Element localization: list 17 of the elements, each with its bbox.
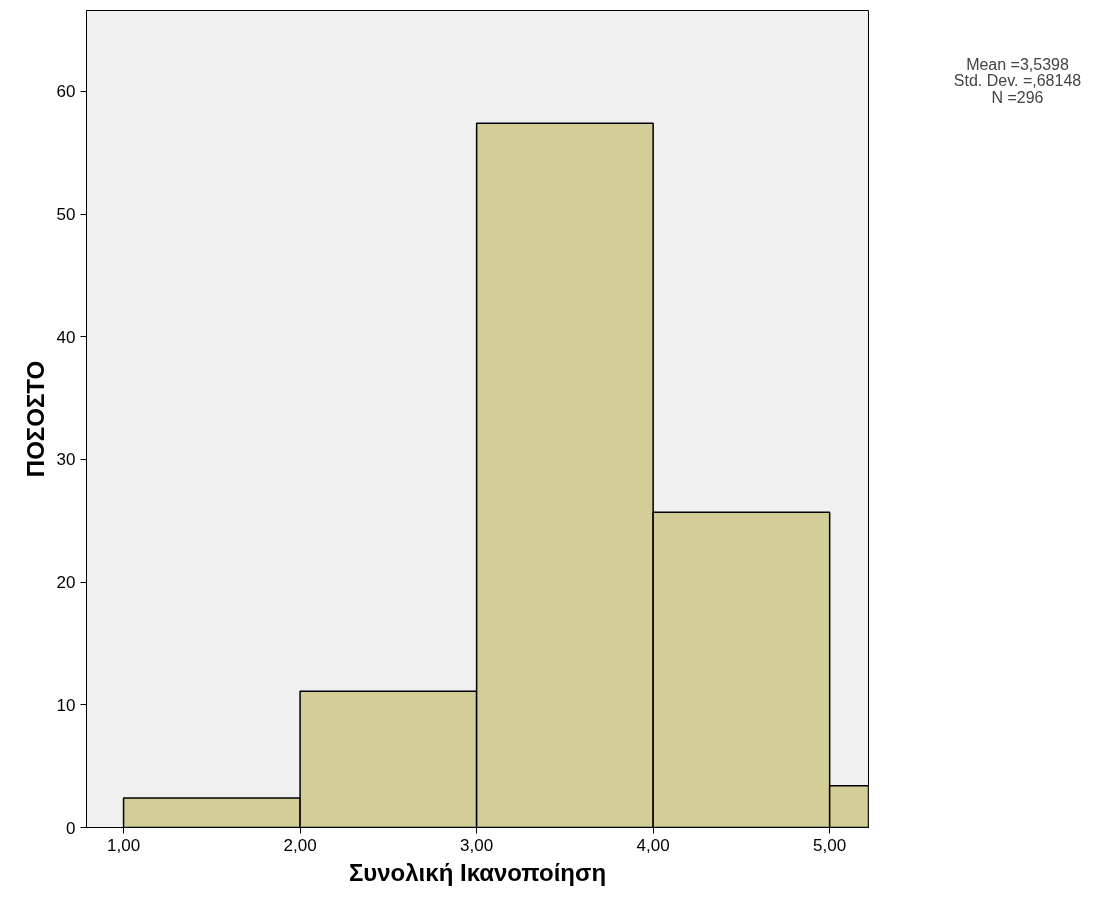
y-tick-label: 20 [56, 573, 76, 593]
text: Std. Dev. =,68148 [953, 72, 1082, 90]
y-tick-label: 10 [56, 695, 76, 715]
y-tick-label: 30 [56, 450, 76, 470]
y-axis-title: ΠΟΣΟΣΤΟ [21, 360, 49, 478]
text: N =296 [991, 89, 1044, 107]
y-tick-label: 40 [56, 327, 76, 347]
text: Mean =3,5398 [966, 55, 1069, 73]
x-tick-label: 2,00 [283, 835, 317, 855]
x-tick-label: 1,00 [107, 835, 141, 855]
x-tick-label: 4,00 [636, 835, 670, 855]
y-tick-label: 60 [56, 82, 76, 102]
x-axis-title: Συνολική Ικανοποίηση [348, 858, 607, 886]
y-tick-label: 50 [56, 205, 76, 225]
x-tick-label: 3,00 [460, 835, 494, 855]
y-tick-label: 0 [66, 818, 76, 838]
x-tick-label: 5,00 [813, 835, 847, 855]
